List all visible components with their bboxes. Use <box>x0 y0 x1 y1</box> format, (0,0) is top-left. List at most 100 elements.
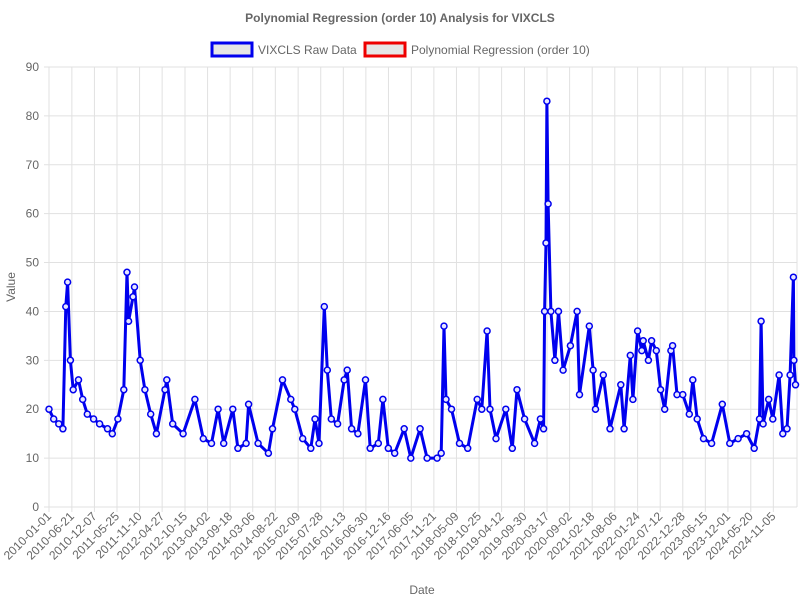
data-point[interactable] <box>540 307 549 316</box>
data-point[interactable] <box>114 415 122 423</box>
data-point[interactable] <box>123 268 131 277</box>
data-point[interactable] <box>69 385 77 394</box>
data-point[interactable] <box>693 415 701 423</box>
data-point[interactable] <box>320 302 329 311</box>
data-point[interactable] <box>416 425 424 433</box>
data-point[interactable] <box>152 429 161 438</box>
data-point[interactable] <box>130 283 139 291</box>
data-point[interactable] <box>191 395 199 404</box>
data-point[interactable] <box>298 434 307 443</box>
legend-label-raw-data[interactable]: VIXCLS Raw Data <box>258 43 357 57</box>
data-point[interactable] <box>108 429 117 438</box>
data-point[interactable] <box>407 454 415 462</box>
data-point[interactable] <box>757 317 765 325</box>
data-point[interactable] <box>103 425 112 433</box>
data-point[interactable] <box>354 429 362 438</box>
data-point[interactable] <box>129 293 137 301</box>
data-point[interactable] <box>455 439 464 448</box>
data-point[interactable] <box>78 395 87 404</box>
data-point[interactable] <box>442 395 450 404</box>
data-point[interactable] <box>644 356 653 365</box>
data-point[interactable] <box>287 395 295 404</box>
data-point[interactable] <box>400 425 408 433</box>
data-point[interactable] <box>315 439 323 448</box>
data-point[interactable] <box>591 405 600 413</box>
data-point[interactable] <box>679 390 687 399</box>
data-point[interactable] <box>361 376 370 384</box>
data-point[interactable] <box>268 425 277 433</box>
data-point[interactable] <box>366 444 374 453</box>
legend-label-regression[interactable]: Polynomial Regression (order 10) <box>411 43 590 57</box>
data-point[interactable] <box>384 444 393 453</box>
legend-swatch-regression[interactable] <box>363 41 407 58</box>
data-point[interactable] <box>278 376 287 384</box>
data-point[interactable] <box>508 444 517 453</box>
data-point[interactable] <box>759 420 767 428</box>
data-point[interactable] <box>136 356 144 365</box>
data-point[interactable] <box>660 405 669 413</box>
data-point[interactable] <box>554 307 563 316</box>
data-point[interactable] <box>647 337 656 345</box>
data-point[interactable] <box>599 371 608 379</box>
data-point[interactable] <box>779 429 787 438</box>
data-point[interactable] <box>566 341 575 350</box>
legend-swatch-raw-data[interactable] <box>210 41 254 58</box>
data-point[interactable] <box>707 439 716 448</box>
data-point[interactable] <box>379 395 387 404</box>
data-point[interactable] <box>755 415 764 423</box>
data-point[interactable] <box>327 415 336 423</box>
data-point[interactable] <box>340 376 348 384</box>
data-point[interactable] <box>573 307 581 316</box>
data-point[interactable] <box>769 415 777 423</box>
data-point[interactable] <box>617 381 625 389</box>
data-point[interactable] <box>789 273 798 281</box>
data-point[interactable] <box>199 434 208 443</box>
data-point[interactable] <box>668 341 677 350</box>
data-point[interactable] <box>502 405 510 413</box>
data-point[interactable] <box>652 346 661 355</box>
data-point[interactable] <box>59 425 67 433</box>
data-point[interactable] <box>520 415 529 423</box>
data-point[interactable] <box>539 425 548 433</box>
data-point[interactable] <box>542 239 550 247</box>
data-point[interactable] <box>726 439 734 448</box>
data-point[interactable] <box>492 434 500 443</box>
data-point[interactable] <box>626 351 635 360</box>
data-point[interactable] <box>333 420 342 428</box>
data-point[interactable] <box>343 366 351 374</box>
data-point[interactable] <box>390 449 399 457</box>
data-point[interactable] <box>440 322 448 330</box>
data-point[interactable] <box>161 385 169 394</box>
data-point[interactable] <box>437 449 445 457</box>
data-point[interactable] <box>291 405 299 413</box>
data-point[interactable] <box>734 434 742 443</box>
data-point[interactable] <box>323 366 332 374</box>
data-point[interactable] <box>307 444 315 453</box>
data-point[interactable] <box>750 444 758 453</box>
data-point[interactable] <box>49 415 58 423</box>
data-point[interactable] <box>89 415 98 423</box>
data-point[interactable] <box>633 327 642 335</box>
data-point[interactable] <box>124 317 133 325</box>
data-point[interactable] <box>433 454 441 462</box>
data-point[interactable] <box>95 420 104 428</box>
data-point[interactable] <box>66 356 75 365</box>
data-point[interactable] <box>790 356 798 365</box>
data-point[interactable] <box>639 337 647 345</box>
data-point[interactable] <box>483 327 491 335</box>
data-point[interactable] <box>547 307 555 316</box>
data-point[interactable] <box>606 425 614 433</box>
data-point[interactable] <box>463 444 472 453</box>
data-point[interactable] <box>559 366 567 374</box>
data-point[interactable] <box>551 356 559 365</box>
data-point[interactable] <box>589 366 597 374</box>
data-point[interactable] <box>83 410 92 418</box>
data-point[interactable] <box>513 385 521 394</box>
data-point[interactable] <box>543 97 551 105</box>
data-point[interactable] <box>783 425 791 433</box>
data-point[interactable] <box>478 405 486 413</box>
data-point[interactable] <box>585 322 594 330</box>
data-point[interactable] <box>791 381 800 389</box>
data-point[interactable] <box>229 405 237 413</box>
data-point[interactable] <box>63 278 72 286</box>
